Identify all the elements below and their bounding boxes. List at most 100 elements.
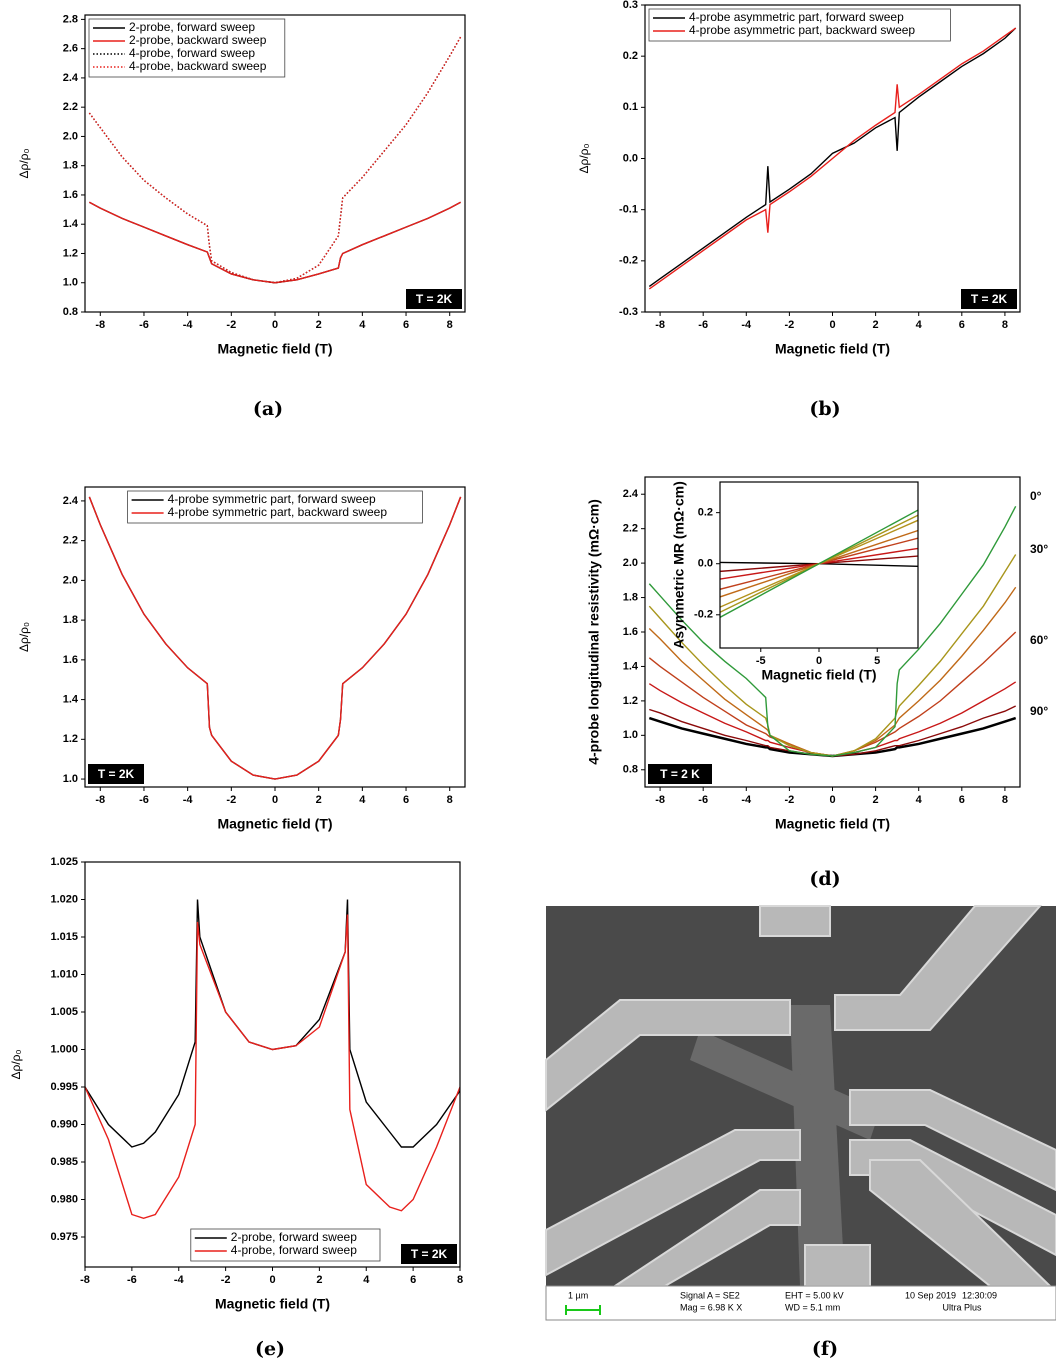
x-tick-label: 8 (457, 1274, 463, 1286)
x-tick-label: 0 (272, 319, 278, 331)
chart: -8 -6 -4 -2 0 2 4 6 8 -0.3 -0.2 -0.1 0.0 0.1 0.2 0.3 Mag… (577, 0, 1021, 420)
annotation: T = 2K (971, 292, 1008, 306)
y-tick-label: 0.995 (50, 1081, 78, 1093)
y-tick-label: 1.6 (63, 189, 78, 201)
axes-frame (84, 14, 466, 313)
eht: EHT = 5.00 kV (785, 1290, 844, 1300)
x-tick-label: 4 (363, 1274, 370, 1286)
x-tick-label: 0 (272, 794, 278, 806)
axes-frame (719, 481, 919, 649)
y-tick-label: 2.4 (623, 488, 639, 500)
x-tick-label: -6 (698, 319, 708, 331)
y-tick-label: 0.1 (623, 101, 638, 113)
chart: -5 0 5 -0.2 0.0 0.2 Magnetic field (T) Asymmetr… (671, 481, 919, 683)
y-tick-label: 1.010 (50, 968, 78, 980)
y-tick-label: 0.980 (50, 1193, 78, 1205)
y-tick-label: 0.8 (63, 306, 78, 318)
angle-label: 60° (1030, 633, 1048, 647)
x-tick-label: -6 (127, 1274, 137, 1286)
data-line (720, 509, 918, 618)
time: 12:30:09 (962, 1290, 997, 1300)
x-tick-label: -4 (741, 319, 752, 331)
y-tick-label: 0.2 (623, 50, 638, 62)
y-tick-label: 1.4 (63, 218, 79, 230)
signal: Signal A = SE2 (680, 1290, 740, 1300)
y-tick-label: 1.2 (623, 695, 638, 707)
axes-frame (644, 4, 1021, 313)
x-tick-label: 6 (959, 319, 965, 331)
y-tick-label: 1.8 (63, 614, 78, 626)
x-tick-label: -2 (785, 794, 795, 806)
y-tick-label: -0.2 (694, 609, 713, 621)
x-tick-label: -2 (221, 1274, 231, 1286)
x-tick-label: -4 (174, 1274, 185, 1286)
annotation-box (88, 764, 144, 784)
angle-label: 90° (1030, 704, 1048, 718)
y-tick-label: 2.2 (63, 101, 78, 113)
y-tick-label: 0.0 (623, 152, 638, 164)
x-tick-label: -4 (183, 794, 194, 806)
legend-label: 4-probe, backward sweep (129, 59, 267, 73)
legend-label: 2-probe, forward sweep (129, 20, 255, 34)
x-axis-label: Magnetic field (T) (217, 341, 332, 357)
panel-caption: (f) (812, 1338, 838, 1360)
y-axis-label: Δρ/ρ₀ (577, 143, 591, 173)
x-tick-label: 0 (269, 1274, 275, 1286)
annotation: T = 2K (411, 1247, 448, 1261)
chart: -8 -6 -4 -2 0 2 4 6 8 0.8 1.0 1.2 1.4 1.6 1.8 2.0 2.2 2.4… (17, 13, 466, 420)
y-tick-label: 0.3 (623, 0, 638, 11)
sem-info-bar (545, 1285, 1056, 1321)
x-tick-label: 4 (359, 319, 366, 331)
legend-label: 4-probe symmetric part, backward sweep (168, 505, 388, 519)
y-tick-label: 1.0 (63, 277, 78, 289)
y-tick-label: 1.6 (623, 626, 638, 638)
plot-area (85, 487, 465, 787)
x-tick-label: -2 (226, 794, 236, 806)
annotation: T = 2 K (660, 767, 700, 781)
x-tick-label: -4 (183, 319, 194, 331)
x-tick-label: 2 (316, 319, 322, 331)
x-tick-label: 0 (829, 319, 835, 331)
y-tick-label: 0.8 (623, 764, 638, 776)
y-tick-label: 2.2 (63, 535, 78, 547)
legend-box (648, 8, 951, 42)
plot-area (85, 862, 460, 1267)
legend-box (127, 490, 423, 524)
date: 10 Sep 2019 (905, 1290, 956, 1300)
axes-frame (84, 861, 461, 1268)
legend-box (190, 1228, 381, 1262)
y-tick-label: 1.020 (50, 893, 78, 905)
data-line (648, 27, 1017, 287)
y-tick-label: 2.8 (63, 13, 78, 25)
legend-label: 2-probe, forward sweep (231, 1230, 357, 1244)
x-tick-label: 6 (959, 794, 965, 806)
y-tick-label: 2.0 (63, 130, 78, 142)
x-tick-label: 8 (447, 319, 453, 331)
y-tick-label: -0.3 (619, 306, 638, 318)
annotation-box (406, 289, 462, 309)
legend-label: 4-probe symmetric part, forward sweep (168, 492, 376, 506)
annotation-box (648, 764, 712, 784)
angle-label: 0° (1030, 489, 1042, 503)
legend-label: 4-probe, forward sweep (231, 1243, 357, 1257)
y-axis-label: 4-probe longitudinal resistivity (mΩ·cm) (586, 499, 602, 765)
sem-flake (790, 1005, 845, 1286)
y-tick-label: 2.6 (63, 43, 78, 55)
x-tick-label: 6 (410, 1274, 416, 1286)
x-tick-label: 6 (403, 794, 409, 806)
y-tick-label: 1.2 (63, 247, 78, 259)
y-axis-label: Δρ/ρ₀ (17, 622, 31, 652)
y-axis-label: Asymmetric MR (mΩ·cm) (671, 481, 687, 649)
panel-caption: (b) (809, 398, 840, 420)
y-tick-label: 1.000 (50, 1043, 78, 1055)
y-tick-label: 2.2 (623, 523, 638, 535)
data-line (648, 27, 1017, 290)
legend-label: 4-probe asymmetric part, backward sweep (689, 23, 915, 37)
legend-label: 4-probe, forward sweep (129, 46, 255, 60)
y-tick-label: 1.6 (63, 654, 78, 666)
annotation-box (401, 1244, 457, 1264)
x-tick-label: 2 (316, 1274, 322, 1286)
x-tick-label: -8 (80, 1274, 90, 1286)
data-line (85, 914, 460, 1219)
